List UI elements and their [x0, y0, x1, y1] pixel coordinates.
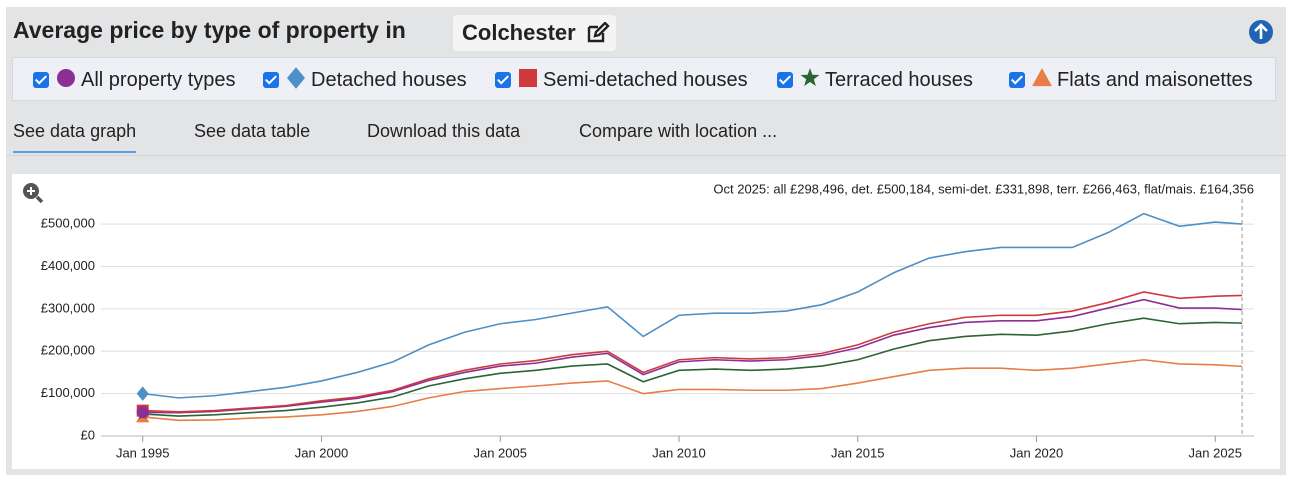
legend-item[interactable]: All property types — [33, 67, 236, 91]
legend-marker-shape — [1032, 68, 1052, 87]
series-line — [142, 317, 1243, 417]
legend-marker — [287, 67, 305, 89]
location: Colchester — [462, 20, 576, 45]
start-marker — [136, 386, 149, 401]
checkbox[interactable] — [777, 72, 793, 88]
checkbox[interactable] — [33, 72, 49, 88]
legend-marker — [800, 68, 820, 87]
legend-marker-shape — [57, 69, 75, 87]
x-tick-label: Jan 2025 — [1189, 445, 1243, 460]
x-tick-label: Jan 1995 — [116, 445, 170, 460]
tabs: See data graph See data table Download thi… — [6, 115, 1286, 156]
legend: All property types Detached houses Semi-de… — [12, 57, 1276, 101]
y-tick-label: £100,000 — [41, 385, 95, 400]
legend-label: Flats and maisonettes — [1057, 69, 1253, 91]
legend-marker — [519, 69, 537, 87]
annotation: Oct 2025: all £298,496, det. £500,184, s… — [713, 181, 1254, 196]
chart-bg — [12, 174, 1280, 469]
title: Average price by type of property in — [13, 17, 406, 43]
x-tick-label: Jan 2010 — [652, 445, 706, 460]
legend-item[interactable]: Semi-detached houses — [495, 67, 748, 91]
legend-marker-shape — [800, 68, 820, 87]
legend-item[interactable]: Detached houses — [263, 67, 467, 91]
edit-icon — [587, 22, 610, 43]
y-tick-label: £0 — [81, 427, 95, 442]
checkbox[interactable] — [1009, 72, 1025, 88]
legend-label: Detached houses — [311, 69, 467, 91]
tab[interactable]: See data table — [194, 121, 311, 141]
legend-marker-shape — [519, 69, 537, 87]
legend-item[interactable]: Terraced houses — [777, 67, 973, 91]
x-tick-label: Jan 2000 — [295, 445, 349, 460]
y-tick-label: £500,000 — [41, 216, 95, 231]
legend-marker — [1032, 68, 1052, 87]
y-tick-label: £400,000 — [41, 258, 95, 273]
legend-label: Semi-detached houses — [543, 69, 748, 91]
x-tick-label: Jan 2015 — [831, 445, 885, 460]
start-marker — [136, 406, 149, 419]
checkbox[interactable] — [495, 72, 511, 88]
legend-marker — [57, 69, 75, 87]
legend-label: Terraced houses — [825, 69, 973, 91]
y-tick-label: £200,000 — [41, 343, 95, 358]
x-tick-label: Jan 2020 — [1010, 445, 1064, 460]
series-line — [142, 291, 1243, 413]
series-line — [142, 358, 1243, 422]
legend-item[interactable]: Flats and maisonettes — [1009, 67, 1253, 91]
scroll-top-button[interactable] — [1248, 19, 1274, 45]
x-tick-label: Jan 2005 — [473, 445, 527, 460]
series-line — [142, 298, 1243, 414]
zoom-icon[interactable] — [23, 183, 44, 204]
legend-marker-shape — [287, 67, 305, 89]
legend-label: All property types — [81, 69, 236, 91]
tab[interactable]: Compare with location ... — [579, 121, 778, 141]
location-picker[interactable]: Colchester — [453, 15, 616, 51]
tab[interactable]: See data graph — [13, 121, 137, 153]
tab[interactable]: Download this data — [367, 121, 521, 141]
y-tick-label: £300,000 — [41, 300, 95, 315]
panel: Average price by type of property in Col… — [6, 7, 1286, 475]
series-line — [142, 212, 1243, 399]
chart: Oct 2025: all £298,496, det. £500,184, s… — [12, 174, 1280, 469]
checkbox[interactable] — [263, 72, 279, 88]
